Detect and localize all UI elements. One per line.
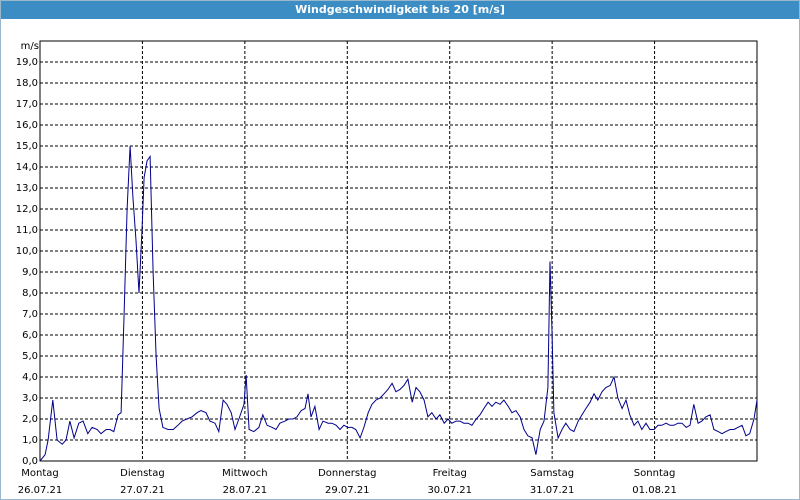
x-tick-date: 26.07.21	[18, 485, 63, 496]
x-tick-label: Mittwoch	[222, 468, 267, 479]
y-tick-label: 5,0	[22, 351, 38, 362]
y-tick-label: 11,0	[16, 225, 38, 236]
y-tick-label: 19,0	[16, 57, 38, 68]
y-tick-label: 12,0	[16, 204, 38, 215]
x-tick-date: 27.07.21	[120, 485, 165, 496]
y-tick-label: 8,0	[22, 288, 38, 299]
y-tick-label: 1,0	[22, 435, 38, 446]
y-tick-label: 18,0	[16, 78, 38, 89]
y-tick-label: 3,0	[22, 393, 38, 404]
title-bar: Windgeschwindigkeit bis 20 [m/s]	[1, 1, 799, 19]
x-tick-date: 01.08.21	[632, 485, 677, 496]
y-tick-label: 14,0	[16, 162, 38, 173]
x-tick-label: Montag	[21, 468, 58, 479]
y-tick-label: 6,0	[22, 330, 38, 341]
x-tick-label: Freitag	[433, 468, 467, 479]
plot-frame	[39, 40, 758, 462]
x-tick-date: 28.07.21	[223, 485, 268, 496]
y-tick-label: 15,0	[16, 141, 38, 152]
x-tick-date: 30.07.21	[427, 485, 472, 496]
x-tick-label: Samstag	[530, 468, 574, 479]
y-tick-label: 13,0	[16, 183, 38, 194]
x-tick-label: Donnerstag	[318, 468, 376, 479]
x-tick-date: 29.07.21	[325, 485, 370, 496]
y-tick-label: 0,0	[22, 456, 38, 467]
y-tick-label: 9,0	[22, 267, 38, 278]
wind-line	[39, 145, 758, 462]
chart: m/s 0,0 1,0 2,0 3,0 4,0 5,0 6,0 7,0 8,0 9,0 10,0 11,…	[16, 40, 758, 496]
y-tick-label: 2,0	[22, 414, 38, 425]
x-tick-label: Sonntag	[634, 468, 676, 479]
y-tick-label: 16,0	[16, 120, 38, 131]
x-tick-label: Dienstag	[120, 468, 165, 479]
y-tick-label: 17,0	[16, 99, 38, 110]
y-tick-label: 10,0	[16, 246, 38, 257]
y-unit: m/s	[21, 41, 39, 52]
y-tick-label: 4,0	[22, 372, 38, 383]
x-tick-date: 31.07.21	[530, 485, 575, 496]
y-tick-label: 7,0	[22, 309, 38, 320]
